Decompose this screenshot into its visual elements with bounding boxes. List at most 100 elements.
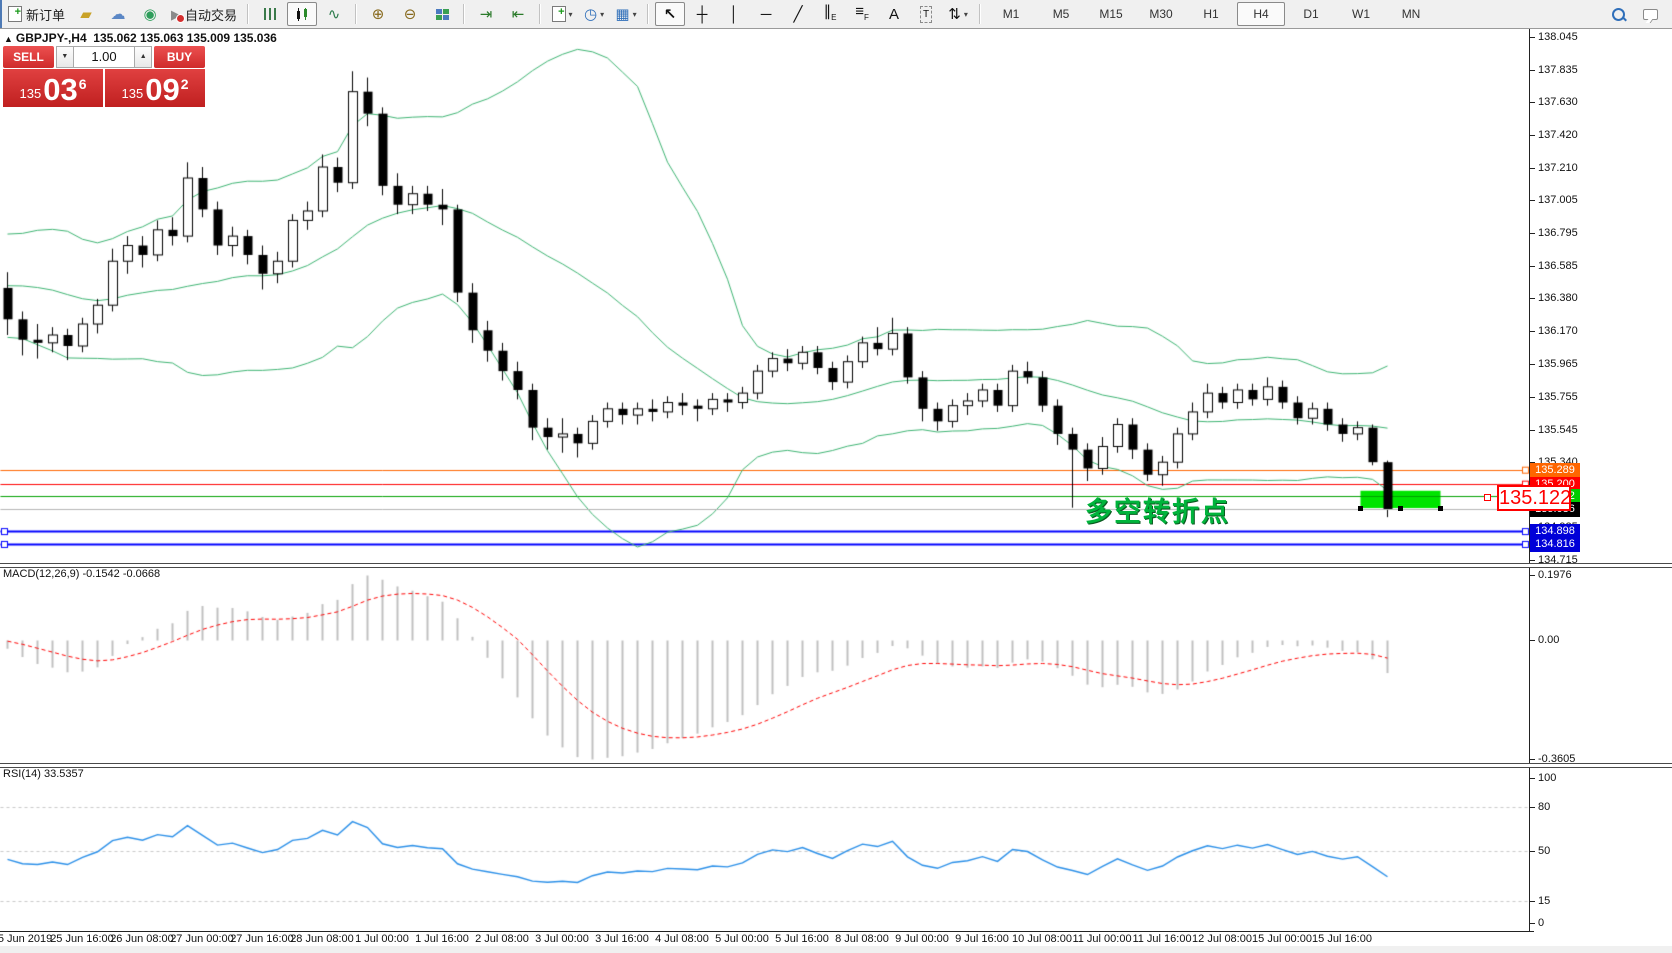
chevron-down-icon[interactable]: ▾ — [632, 9, 637, 19]
toolbar-button-indicators[interactable]: + ▾ — [547, 2, 577, 26]
timeframe-button-H1[interactable]: H1 — [1187, 2, 1235, 26]
sell-price-button[interactable]: 135 03 6 — [3, 69, 103, 107]
arrows-icon: ⇅ — [948, 5, 961, 23]
toolbar-button-profile[interactable]: ☁ — [103, 2, 133, 26]
selection-handle[interactable] — [1358, 506, 1363, 511]
periods-icon: ◷ — [583, 5, 598, 23]
tick-direction-icon: ▲ — [4, 34, 13, 44]
button-label: MN — [1401, 7, 1421, 21]
text-icon: A — [889, 5, 900, 23]
volume-input[interactable]: 1.00 — [73, 46, 135, 68]
axis-tick-label: 136.585 — [1538, 260, 1578, 272]
toolbar-button-chart-shift[interactable]: ⇤ — [503, 2, 533, 26]
template-icon: ▦ — [615, 5, 630, 23]
time-axis-label: 4 Jul 08:00 — [655, 933, 709, 945]
toolbar-button-horizontal-line[interactable]: ─ — [751, 2, 781, 26]
timeframe-button-M15[interactable]: M15 — [1087, 2, 1135, 26]
toolbar-separator — [355, 4, 358, 24]
toolbar-button-candlesticks[interactable] — [287, 2, 318, 26]
timeframe-button-H4[interactable]: H4 — [1237, 2, 1286, 26]
toolbar-button-line-chart[interactable]: ∿ — [319, 2, 349, 26]
rsi-label: RSI(14) 33.5357 — [3, 768, 84, 780]
chevron-down-icon[interactable]: ▾ — [600, 9, 605, 19]
axis-tick-mark — [1530, 233, 1535, 234]
toolbar-button-search[interactable] — [1603, 2, 1633, 26]
toolbar-button-equidistant-channel[interactable]: ∥E — [815, 2, 845, 26]
chinese-annotation-text[interactable]: 多空转折点 — [1085, 497, 1230, 527]
volume-down-button[interactable]: ▼ — [55, 46, 74, 68]
timeframe-button-M30[interactable]: M30 — [1137, 2, 1185, 26]
axis-tick-mark — [1530, 560, 1535, 561]
button-label: D1 — [1303, 7, 1319, 21]
button-label: H1 — [1203, 7, 1219, 21]
vline-icon: │ — [729, 5, 739, 23]
toolbar-button-ohlc-bars[interactable] — [255, 2, 285, 26]
buy-button[interactable]: BUY — [154, 46, 205, 68]
main-chart-canvas[interactable] — [0, 29, 1530, 563]
toolbar-button-periods[interactable]: ◷ ▾ — [579, 2, 609, 26]
timeframe-button-M5[interactable]: M5 — [1037, 2, 1085, 26]
toolbar-button-chat[interactable] — [1635, 2, 1665, 26]
axis-tick-label: 134.715 — [1538, 554, 1578, 566]
toolbar-button-zoom-in[interactable]: ⊕ — [363, 2, 393, 26]
one-click-trading-panel: SELL ▼ 1.00 ▲ BUY 135 03 6 135 09 2 — [3, 46, 205, 107]
ohlc-values: 135.062 135.063 135.009 135.036 — [93, 31, 277, 45]
time-axis-label: 25 Jun 16:00 — [50, 933, 114, 945]
time-axis-label: 11 Jul 00:00 — [1072, 933, 1132, 945]
toolbar-button-cursor[interactable]: ↖ — [655, 2, 686, 26]
timeframe-button-D1[interactable]: D1 — [1287, 2, 1335, 26]
toolbar-button-auto-scroll[interactable]: ⇥ — [471, 2, 501, 26]
toolbar-button-text-label[interactable]: T — [911, 2, 941, 26]
sell-button[interactable]: SELL — [3, 46, 54, 68]
axis-tick-mark — [1530, 923, 1535, 924]
buy-price-button[interactable]: 135 09 2 — [105, 69, 205, 107]
timeframe-button-M1[interactable]: M1 — [987, 2, 1035, 26]
time-axis-label: 15 Jul 16:00 — [1312, 933, 1372, 945]
axis-tick-mark — [1530, 851, 1535, 852]
toolbar-button-market-watch[interactable]: ▰ — [71, 2, 101, 26]
rsi-separator[interactable] — [0, 763, 1672, 768]
toolbar-button-vertical-line[interactable]: │ — [719, 2, 749, 26]
toolbar-group: ∿ — [251, 0, 353, 28]
price-annotation-tag[interactable]: 135.122 — [1497, 485, 1572, 511]
price-axis-border — [1529, 29, 1530, 931]
axis-tick-label: 0.1976 — [1538, 569, 1572, 581]
toolbar-button-text[interactable]: A — [879, 2, 909, 26]
toolbar-button-auto-trading[interactable]: ▶ 自动交易 — [167, 2, 241, 26]
rsi-panel-canvas[interactable] — [0, 766, 1530, 931]
bar-chart-icon — [263, 8, 277, 20]
toolbar-button-fibonacci[interactable]: ≡F — [847, 2, 877, 26]
macd-separator[interactable] — [0, 563, 1672, 568]
selection-handle[interactable] — [1398, 506, 1403, 511]
annotation-anchor-square[interactable] — [1484, 494, 1491, 501]
price-level-label: 134.816 — [1530, 537, 1580, 552]
macd-panel-canvas[interactable] — [0, 566, 1530, 763]
toolbar-button-trendline[interactable]: ╱ — [783, 2, 813, 26]
toolbar-button-zoom-out[interactable]: ⊖ — [395, 2, 425, 26]
chevron-down-icon[interactable]: ▾ — [568, 9, 573, 19]
selection-handle[interactable] — [1438, 506, 1443, 511]
chevron-down-icon[interactable]: ▾ — [963, 9, 968, 19]
zoom-out-icon: ⊖ — [403, 5, 417, 23]
volume-up-button[interactable]: ▲ — [134, 46, 153, 68]
toolbar-separator — [247, 4, 250, 24]
time-axis-label: 9 Jul 00:00 — [895, 933, 949, 945]
toolbar-group: ⊕ ⊖ — [359, 0, 461, 28]
axis-tick-mark — [1530, 759, 1535, 760]
autotrade-icon: ▶ — [171, 6, 186, 23]
timeframe-button-W1[interactable]: W1 — [1337, 2, 1385, 26]
toolbar-button-arrows[interactable]: ⇅ ▾ — [943, 2, 973, 26]
axis-tick-mark — [1530, 575, 1535, 576]
time-axis-label: 3 Jul 00:00 — [535, 933, 589, 945]
timeframe-button-MN[interactable]: MN — [1387, 2, 1435, 26]
toolbar-button-templates[interactable]: ▦ ▾ — [611, 2, 641, 26]
axis-tick-label: 138.045 — [1538, 31, 1578, 43]
toolbar-button-news-signal[interactable]: ◉ — [135, 2, 165, 26]
toolbar-button-crosshair[interactable]: ┼ — [687, 2, 717, 26]
gold-bar-icon: ▰ — [80, 5, 92, 23]
toolbar-button-new-order[interactable]: + 新订单 — [4, 2, 69, 26]
toolbar-groups: + 新订单 ▰ ☁ ◉ ▶ 自动交易 ∿ ⊕ ⊖ ⇥ ⇤ + ▾ ◷ ▾ ▦ ▾ ↖ ┼ │ ─ ╱ ∥E ≡F A T ⇅ ▾ M1 M5… — [0, 0, 1439, 28]
toolbar-button-tile-windows[interactable] — [427, 2, 457, 26]
auto-scroll-icon: ⇥ — [479, 5, 493, 23]
axis-tick-mark — [1530, 397, 1535, 398]
